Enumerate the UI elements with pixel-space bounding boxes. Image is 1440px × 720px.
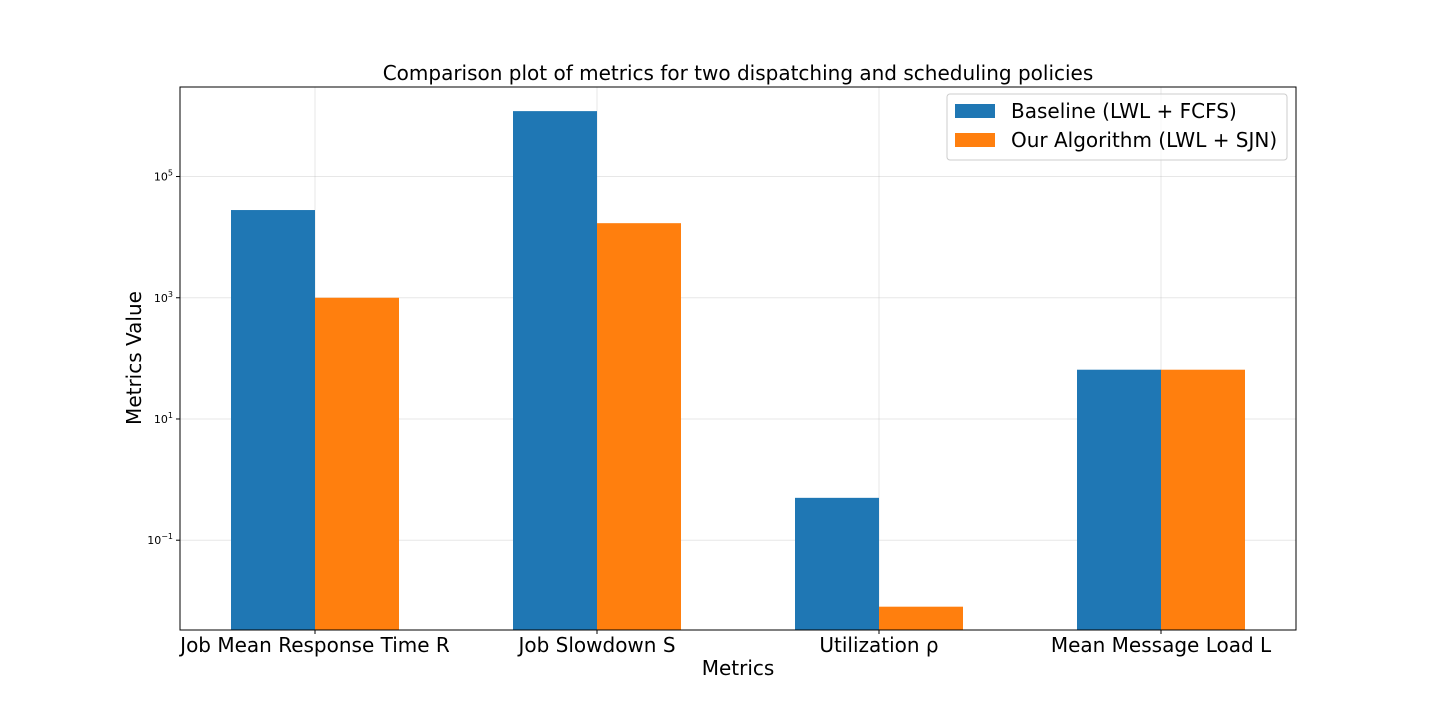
plot-frame (179, 86, 1297, 631)
legend-box (946, 93, 1288, 161)
legend-swatch (955, 133, 995, 147)
legend-label: Our Algorithm (LWL + SJN) (1011, 128, 1277, 152)
legend-label: Baseline (LWL + FCFS) (1011, 99, 1237, 123)
bar-our-algorithm-0 (315, 297, 399, 630)
y-tick-label: 103 (154, 290, 173, 305)
bar-our-algorithm-1 (597, 223, 681, 630)
x-tick-label: Mean Message Load L (1051, 633, 1272, 657)
bar-our-algorithm-3 (1161, 369, 1245, 630)
x-tick-label: Utilization ρ (819, 633, 938, 657)
bar-baseline-0 (231, 210, 315, 630)
bar-baseline-2 (795, 497, 879, 630)
legend-swatch (955, 104, 995, 118)
chart-title: Comparison plot of metrics for two dispa… (383, 61, 1094, 85)
x-tick-label: Job Mean Response Time R (178, 633, 450, 657)
bar-baseline-3 (1077, 369, 1161, 630)
bar-baseline-1 (513, 111, 597, 630)
y-tick-label: 10−1 (147, 532, 173, 547)
y-axis-ticks: 10−1 101 103 105 (147, 169, 180, 547)
x-axis-label: Metrics (702, 656, 775, 680)
y-axis-label: Metrics Value (122, 291, 146, 425)
y-tick-label: 101 (154, 411, 173, 426)
legend: Baseline (LWL + FCFS) Our Algorithm (LWL … (946, 93, 1288, 161)
x-tick-label: Job Slowdown S (516, 633, 675, 657)
x-axis-ticks: Job Mean Response Time R Job Slowdown S Ut… (178, 630, 1272, 657)
bars (231, 111, 1245, 630)
bar-our-algorithm-2 (879, 606, 963, 630)
y-tick-label: 105 (154, 169, 173, 184)
